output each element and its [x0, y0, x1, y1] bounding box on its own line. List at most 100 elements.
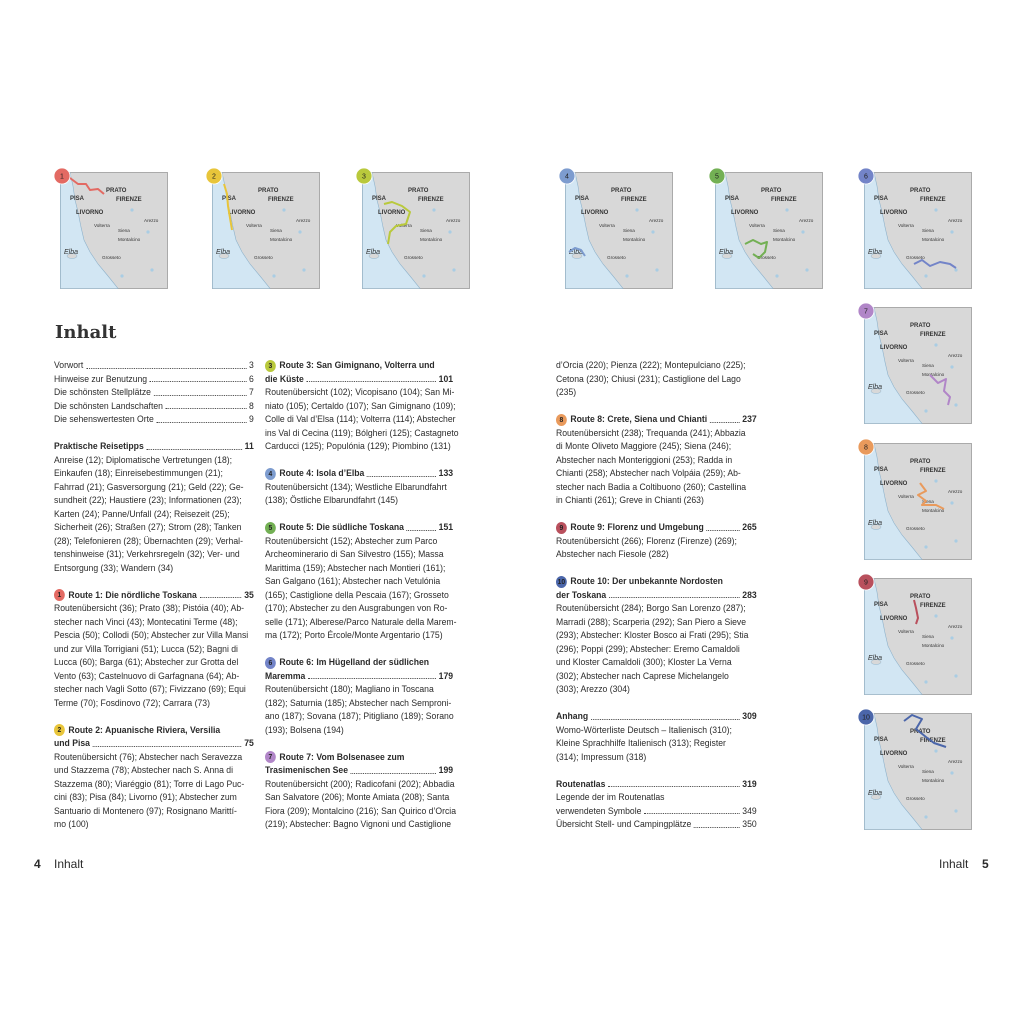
route-number: 7 [864, 309, 868, 316]
place-label: Grosseto [906, 255, 925, 260]
lake [775, 274, 779, 278]
sea [715, 172, 774, 289]
sea [864, 172, 923, 289]
page-ref: 3 [248, 360, 254, 371]
toc-line: Archeominerario di San Silvestro (155); … [265, 548, 453, 562]
toc-line: Routenübersicht (134); Westliche Elbarun… [265, 481, 453, 495]
page-ref: 151 [438, 522, 454, 533]
entry-text: Die schönsten Stellplätze [54, 387, 151, 398]
entry-text: (193); Bolsena (194) [265, 724, 344, 736]
place-label: Volterra [599, 223, 615, 228]
toc-line: Routenübersicht (180); Magliano in Tosca… [265, 683, 453, 697]
toc-block: Praktische Reisetipps 11 Anreise (12); Dip… [54, 440, 254, 575]
entry-text: (138); Östliche Elbarundfahrt (145) [265, 495, 398, 506]
entry-text: stecher nach Vinci (43); Montecatini Ter… [54, 616, 238, 628]
place-label: Grosseto [607, 255, 626, 260]
entry-text: Marradi (288); Scarperia (292); San Pier… [556, 616, 747, 628]
place-label: Arezzo [948, 624, 963, 629]
lake [924, 545, 928, 549]
route-line [913, 599, 919, 625]
heading-text: Route 4: Isola d’Elba [279, 468, 365, 479]
lake [954, 539, 958, 543]
leader [694, 818, 740, 828]
toc-line: d’Orcia (220); Pienza (222); Montepulcia… [556, 359, 757, 373]
lake [635, 208, 639, 212]
toc-line: (193); Bolsena (194) [265, 724, 453, 738]
place-label: PRATO [910, 323, 931, 329]
entry-text: (302); Abstecher nach Caprese Michelange… [556, 670, 729, 682]
route-line [568, 247, 586, 257]
lake [954, 674, 958, 678]
entry-text: Routenübersicht (238); Trequanda (241); … [556, 427, 746, 439]
toc-line: und Kloster Camaldoli (300); Kloster La … [556, 656, 757, 670]
entry-text: ano (187); Sovana (187); Pitigliano (189… [265, 711, 454, 722]
place-label: FIRENZE [920, 603, 946, 609]
toc-line: Stazzema (80); Viaréggio (81); Torre di … [54, 778, 254, 792]
page-ref: 319 [742, 778, 757, 790]
toc-line: Die schönsten Landschaften 8 [54, 400, 254, 414]
entry-text: Chianti (258); Abstecher nach Volpáia (2… [556, 468, 741, 479]
heading-text: Route 2: Apuanische Riviera, Versilia [68, 724, 221, 736]
place-label: PISA [725, 196, 740, 202]
place-label: Siena [773, 228, 785, 233]
lake [452, 268, 456, 272]
island [870, 388, 882, 394]
place-label: Volterra [898, 223, 914, 228]
toc-line: Santuario di Montenero (97); Rosignano M… [54, 805, 254, 819]
route-map: PRATO PISA FIRENZE LIVORNO Volterra Arezzo Sie… [205, 167, 320, 289]
toc-line: Cetona (230); Chiusi (231); Castiglione … [556, 373, 757, 387]
route-map: PRATO PISA FIRENZE LIVORNO Volterra Arezzo Sie… [53, 167, 168, 289]
toc-line: ma (172); Porto Ércole/Monte Argentario … [265, 629, 453, 643]
toc-block: 3 Route 3: San Gimignano, Volterra und die… [265, 359, 459, 454]
island [870, 794, 882, 800]
place-label: Arezzo [144, 218, 159, 223]
page-number: 4 [34, 857, 41, 871]
entry-text: d’Orcia (220); Pienza (222); Montepulcia… [556, 360, 746, 371]
running-head: Inhalt [54, 857, 84, 871]
toc-line: Terme (70); Fosdinovo (72); Carrara (73) [54, 697, 254, 711]
heading-text: Route 10: Der unbekannte Nordosten [570, 576, 723, 587]
route-number: 9 [864, 580, 868, 587]
lake [934, 749, 938, 753]
entry-text: Sicherheit (26); Straßen (27); Strom (28… [54, 522, 242, 533]
route-badge [708, 167, 726, 185]
leader [199, 589, 242, 598]
toc-block: Routenatlas 319 Legende der im Routenatlas… [556, 778, 757, 832]
place-label: Grosseto [102, 255, 121, 260]
toc-heading: Praktische Reisetipps 11 [54, 440, 254, 454]
entry-text: Routenübersicht (134); Westliche Elbarun… [265, 481, 447, 493]
heading-text: der Toskana [556, 589, 607, 601]
place-label: Montalcino [922, 643, 945, 648]
place-label: Elba [64, 249, 78, 256]
entry-text: mo (100) [54, 819, 89, 830]
route-number: 10 [862, 715, 870, 722]
lake [950, 771, 954, 775]
sea [864, 307, 923, 424]
lake [934, 614, 938, 618]
lake [282, 208, 286, 212]
toc-line: Womo-Wörterliste Deutsch – Italienisch (… [556, 724, 757, 738]
place-label: Volterra [94, 223, 110, 228]
toc-line: Routenübersicht (102); Vicopisano (104);… [265, 386, 454, 400]
toc-line: verwendeten Symbole 349 [556, 805, 757, 819]
toc-line: (296); Poppi (299); Abstecher: Eremo Cam… [556, 643, 757, 657]
entry-text: niato (105); Certaldo (107); San Gimigna… [265, 400, 456, 412]
toc-line: Die sehenswertesten Orte 9 [54, 413, 254, 427]
page-ref: 9 [248, 414, 254, 425]
sea [565, 172, 624, 289]
toc-line: (138); Östliche Elbarundfahrt (145) [265, 494, 453, 508]
leader [156, 413, 247, 423]
heading-text: und Pisa [54, 738, 90, 749]
place-label: Grosseto [906, 526, 925, 531]
toc-line: (293); Abstecher: Kloster Bosco ai Frati… [556, 629, 757, 643]
place-label: Montalcino [420, 237, 443, 242]
entry-text: Abstecher nach Fiesole (282) [556, 549, 669, 560]
toc-line: ins Val di Cecina (119); Bólgheri (125);… [265, 427, 459, 441]
route-number: 1 [60, 174, 64, 181]
entry-text: Hinweise zur Benutzung [54, 373, 148, 385]
entry-text: Routenübersicht (180); Magliano in Tosca… [265, 684, 434, 695]
route-number: 6 [864, 174, 868, 181]
page-ref: 309 [742, 711, 757, 722]
place-label: Arezzo [948, 353, 963, 358]
page-ref: 133 [438, 468, 454, 479]
